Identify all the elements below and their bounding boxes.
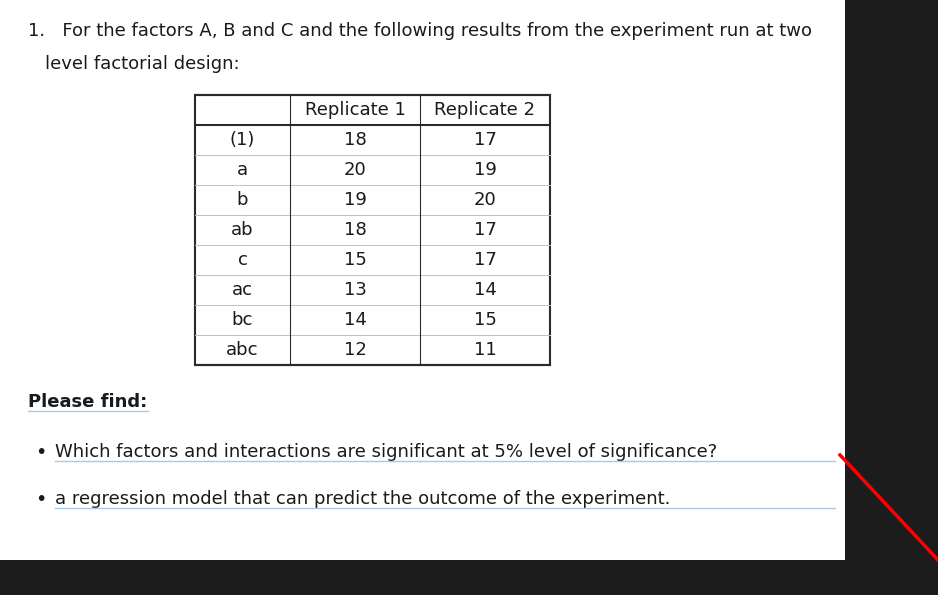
Bar: [195, 95, 550, 365]
Text: 14: 14: [343, 311, 367, 329]
Text: bc: bc: [232, 311, 253, 329]
Text: a regression model that can predict the outcome of the experiment.: a regression model that can predict the …: [55, 490, 671, 508]
Text: 12: 12: [343, 341, 367, 359]
Text: 18: 18: [343, 221, 367, 239]
Text: c: c: [237, 251, 248, 269]
Bar: [845, 0, 938, 595]
Text: 20: 20: [343, 161, 367, 179]
Text: 11: 11: [474, 341, 496, 359]
Text: 1.   For the factors A, B and C and the following results from the experiment ru: 1. For the factors A, B and C and the fo…: [28, 22, 812, 40]
Text: Replicate 2: Replicate 2: [434, 101, 536, 119]
Bar: [0, 560, 938, 595]
Text: 19: 19: [474, 161, 496, 179]
Text: b: b: [236, 191, 249, 209]
Text: Which factors and interactions are significant at 5% level of significance?: Which factors and interactions are signi…: [55, 443, 718, 461]
Text: 14: 14: [474, 281, 496, 299]
Text: Please find:: Please find:: [28, 393, 147, 411]
Text: 17: 17: [474, 131, 496, 149]
Text: ac: ac: [232, 281, 253, 299]
Text: 15: 15: [343, 251, 367, 269]
Text: •: •: [35, 443, 46, 462]
Text: 20: 20: [474, 191, 496, 209]
Text: level factorial design:: level factorial design:: [45, 55, 239, 73]
Text: •: •: [35, 490, 46, 509]
Text: ab: ab: [231, 221, 254, 239]
Text: (1): (1): [230, 131, 255, 149]
Text: 18: 18: [343, 131, 367, 149]
Text: Replicate 1: Replicate 1: [305, 101, 405, 119]
Text: 17: 17: [474, 251, 496, 269]
Text: abc: abc: [226, 341, 259, 359]
Text: 13: 13: [343, 281, 367, 299]
Text: 17: 17: [474, 221, 496, 239]
Text: 19: 19: [343, 191, 367, 209]
Text: a: a: [237, 161, 248, 179]
Text: 15: 15: [474, 311, 496, 329]
